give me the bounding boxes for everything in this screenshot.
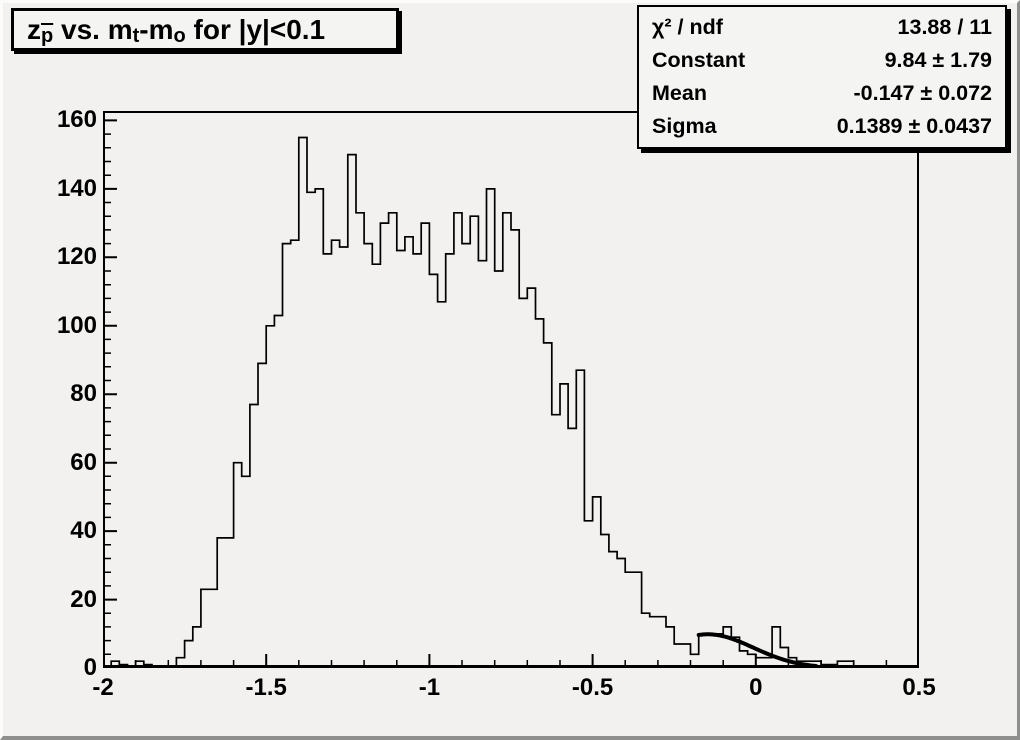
stats-row-mean: Mean -0.147 ± 0.072 xyxy=(652,81,992,106)
y-tick-label: 60 xyxy=(70,448,97,476)
x-tick-label: -2 xyxy=(92,674,114,701)
y-tick-label: 80 xyxy=(70,380,97,408)
title-text-condition: for |y|<0.1 xyxy=(185,13,326,45)
stats-row-chi2: χ² / ndf 13.88 / 11 xyxy=(652,15,992,40)
major-ticks xyxy=(103,119,919,668)
stats-value-sigma: 0.1389 ± 0.0437 xyxy=(836,114,992,138)
stats-label-mean: Mean xyxy=(652,81,707,105)
stats-row-constant: Constant 9.84 ± 1.79 xyxy=(652,48,992,73)
y-tick-label: 100 xyxy=(56,311,97,339)
title-text-z: z xyxy=(27,13,41,45)
stats-value-mean: -0.147 ± 0.072 xyxy=(853,81,992,105)
x-tick-label: -1 xyxy=(418,674,441,701)
fit-stats-box: χ² / ndf 13.88 / 11 Constant 9.84 ± 1.79… xyxy=(637,5,1007,149)
histogram-plot xyxy=(103,111,919,668)
y-tick-label: 20 xyxy=(70,585,97,613)
stats-label-chi2: χ² / ndf xyxy=(652,15,723,39)
x-tick-label: 0.5 xyxy=(902,674,936,701)
x-tick-label: 0 xyxy=(749,674,763,701)
title-text-minus-m: -m xyxy=(139,13,174,45)
stats-row-sigma: Sigma 0.1389 ± 0.0437 xyxy=(652,114,992,139)
stats-label-constant: Constant xyxy=(652,48,746,72)
fit-curve xyxy=(696,632,819,668)
histogram-line xyxy=(103,136,919,668)
stats-label-sigma: Sigma xyxy=(652,114,717,138)
x-tick-label: -1.5 xyxy=(245,674,287,701)
y-tick-label: 40 xyxy=(70,517,97,545)
y-tick-label: 120 xyxy=(56,243,97,271)
title-text-vs: vs. m xyxy=(53,13,133,45)
plot-frame-border xyxy=(103,111,919,668)
x-tick-label: -0.5 xyxy=(571,674,614,701)
plot-frame xyxy=(103,111,919,668)
y-tick-label: 160 xyxy=(56,106,97,134)
stats-value-chi2: 13.88 / 11 xyxy=(897,15,992,39)
y-tick-label: 140 xyxy=(56,174,97,202)
y-tick-label: 0 xyxy=(83,654,97,681)
stats-value-constant: 9.84 ± 1.79 xyxy=(884,48,992,72)
